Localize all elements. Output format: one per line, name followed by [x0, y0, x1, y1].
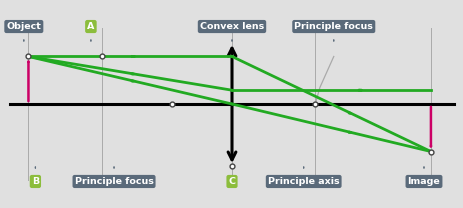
- Text: Convex lens: Convex lens: [200, 22, 263, 31]
- Text: C: C: [228, 177, 235, 186]
- Text: Object: Object: [6, 22, 41, 31]
- Text: Principle focus: Principle focus: [75, 177, 153, 186]
- Text: Principle focus: Principle focus: [294, 22, 372, 31]
- Text: A: A: [87, 22, 94, 31]
- Text: Principle axis: Principle axis: [267, 177, 339, 186]
- Text: Image: Image: [407, 177, 439, 186]
- Text: B: B: [32, 177, 39, 186]
